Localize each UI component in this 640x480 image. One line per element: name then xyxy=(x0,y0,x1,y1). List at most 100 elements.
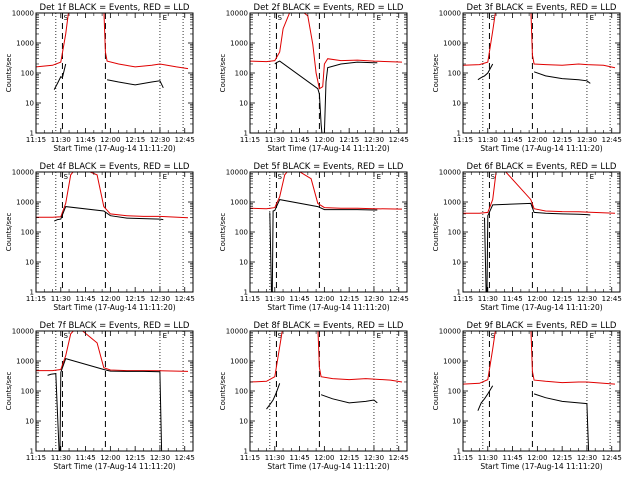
x-tick-label: 12:30 xyxy=(364,136,384,144)
events-series-line xyxy=(477,385,590,451)
y-tick-label: 1 xyxy=(30,130,34,138)
y-axis-label: Counts/sec xyxy=(5,213,13,252)
top-marker-label: E xyxy=(590,173,594,181)
panel-title: Det 1f BLACK = Events, RED = LLD xyxy=(40,3,190,13)
x-tick-label: 11:30 xyxy=(51,136,71,144)
x-axis-label: Start Time (17-Aug-14 11:11:20) xyxy=(480,462,602,471)
x-tick-label: 11:15 xyxy=(26,136,46,144)
events-series-line xyxy=(266,383,378,410)
panel-title: Det 6f BLACK = Events, RED = LLD xyxy=(467,162,617,172)
top-marker-label: S xyxy=(278,173,283,181)
y-axis-label: Counts/sec xyxy=(432,213,440,252)
y-tick-label: 10000 xyxy=(439,328,461,336)
panel-title: Det 3f BLACK = Events, RED = LLD xyxy=(467,3,617,13)
x-axis-label: Start Time (17-Aug-14 11:11:20) xyxy=(480,144,602,153)
x-tick-label: 11:15 xyxy=(453,295,473,303)
y-tick-label: 100 xyxy=(235,229,248,237)
events-series-line xyxy=(53,206,164,222)
y-tick-label: 10 xyxy=(239,100,248,108)
x-tick-label: 12:00 xyxy=(100,136,120,144)
y-tick-label: 1000 xyxy=(230,199,248,207)
top-marker-label: S xyxy=(491,173,496,181)
y-tick-label: 1 xyxy=(244,448,248,456)
x-tick-label: 12:00 xyxy=(527,136,547,144)
y-tick-label: 1 xyxy=(244,130,248,138)
lld-series-line xyxy=(36,331,189,372)
x-tick-label: 11:45 xyxy=(75,454,95,462)
x-tick-label: 11:30 xyxy=(265,295,285,303)
top-marker-label: E xyxy=(377,14,381,22)
panel-title: Det 9f BLACK = Events, RED = LLD xyxy=(467,321,617,331)
top-marker-label: E xyxy=(163,332,167,340)
x-axis-label: Start Time (17-Aug-14 11:11:20) xyxy=(53,462,175,471)
y-axis-label: Counts/sec xyxy=(219,54,227,93)
lld-series-line xyxy=(463,172,616,214)
top-marker-label: E xyxy=(377,173,381,181)
y-tick-label: 100 xyxy=(448,229,461,237)
y-tick-label: 10000 xyxy=(12,10,34,18)
x-tick-label: 12:30 xyxy=(364,454,384,462)
y-tick-label: 10000 xyxy=(226,328,248,336)
top-marker-label: E xyxy=(590,332,594,340)
x-axis-label: Start Time (17-Aug-14 11:11:20) xyxy=(53,303,175,312)
x-tick-label: 11:15 xyxy=(240,136,260,144)
y-tick-label: 1 xyxy=(30,289,34,297)
events-series-line xyxy=(47,357,163,451)
x-tick-label: 12:30 xyxy=(364,295,384,303)
y-tick-label: 1 xyxy=(244,289,248,297)
events-series-line xyxy=(477,63,591,84)
x-tick-label: 12:15 xyxy=(552,454,572,462)
y-axis-label: Counts/sec xyxy=(5,54,13,93)
y-tick-label: 100 xyxy=(21,70,34,78)
y-tick-label: 1000 xyxy=(230,358,248,366)
x-tick-label: 12:15 xyxy=(552,136,572,144)
panel-title: Det 2f BLACK = Events, RED = LLD xyxy=(254,3,404,13)
x-tick-label: 11:15 xyxy=(453,454,473,462)
x-tick-label: 11:45 xyxy=(289,454,309,462)
events-series-line xyxy=(274,60,378,133)
x-tick-label: 11:30 xyxy=(51,454,71,462)
y-tick-label: 10000 xyxy=(226,169,248,177)
x-tick-label: 11:45 xyxy=(289,136,309,144)
panel-title: Det 4f BLACK = Events, RED = LLD xyxy=(40,162,190,172)
x-tick-label: 12:30 xyxy=(577,295,597,303)
events-series-line xyxy=(269,199,378,292)
x-tick-label: 12:45 xyxy=(602,295,622,303)
x-axis-label: Start Time (17-Aug-14 11:11:20) xyxy=(267,303,389,312)
x-axis-label: Start Time (17-Aug-14 11:11:20) xyxy=(267,144,389,153)
events-series-line xyxy=(53,63,164,90)
x-axis-label: Start Time (17-Aug-14 11:11:20) xyxy=(480,303,602,312)
x-tick-label: 12:45 xyxy=(389,295,409,303)
x-tick-label: 12:30 xyxy=(577,454,597,462)
x-axis-label: Start Time (17-Aug-14 11:11:20) xyxy=(267,462,389,471)
panel-title: Det 8f BLACK = Events, RED = LLD xyxy=(254,321,404,331)
y-tick-label: 1000 xyxy=(443,358,461,366)
x-tick-label: 12:45 xyxy=(175,136,195,144)
y-axis-label: Counts/sec xyxy=(5,372,13,411)
y-tick-label: 10 xyxy=(239,259,248,267)
top-marker-label: S xyxy=(64,14,69,22)
x-tick-label: 11:45 xyxy=(502,136,522,144)
panel-title: Det 5f BLACK = Events, RED = LLD xyxy=(254,162,404,172)
x-axis-label: Start Time (17-Aug-14 11:11:20) xyxy=(53,144,175,153)
y-tick-label: 1000 xyxy=(230,40,248,48)
x-tick-label: 12:15 xyxy=(339,136,359,144)
plot-frame xyxy=(35,12,194,134)
x-tick-label: 12:00 xyxy=(314,454,334,462)
x-tick-label: 11:30 xyxy=(265,454,285,462)
y-tick-label: 10000 xyxy=(439,10,461,18)
y-tick-label: 10000 xyxy=(12,169,34,177)
top-marker-label: S xyxy=(278,14,283,22)
plot-frame xyxy=(462,171,621,293)
x-tick-label: 12:15 xyxy=(125,295,145,303)
y-tick-label: 100 xyxy=(21,388,34,396)
plot-frame xyxy=(249,330,408,452)
top-marker-label: E xyxy=(590,14,594,22)
y-tick-label: 10000 xyxy=(439,169,461,177)
lld-series-line xyxy=(36,13,189,70)
y-tick-label: 10 xyxy=(452,259,461,267)
